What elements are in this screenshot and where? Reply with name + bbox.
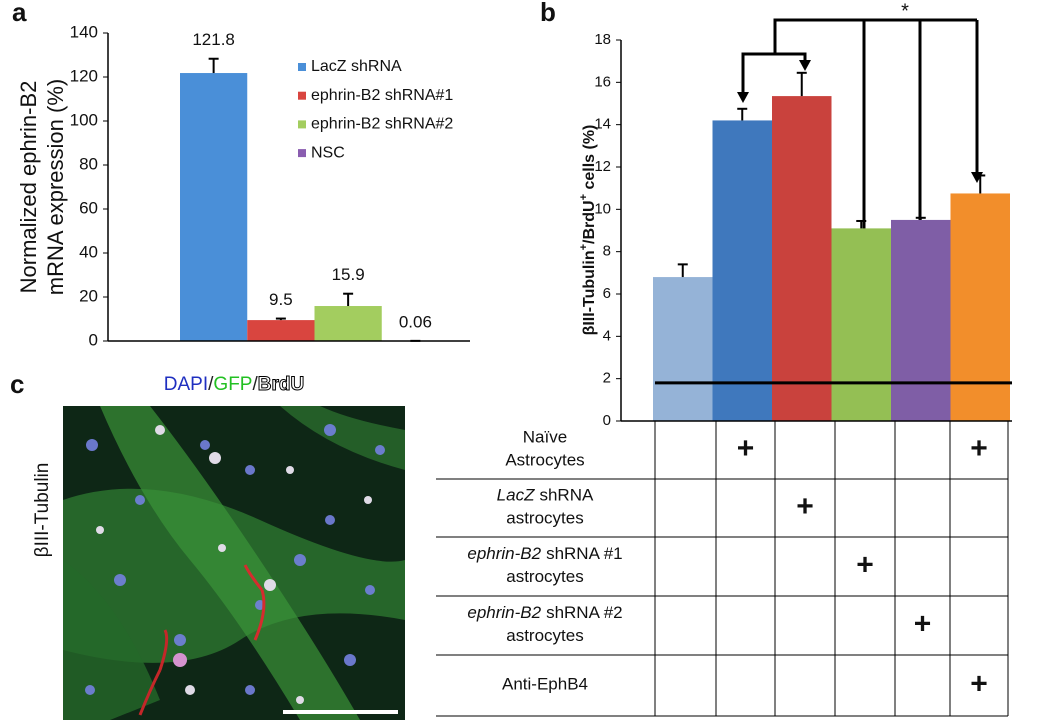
y-tick-label: 6 — [603, 285, 611, 302]
row-label-text: Astrocytes — [505, 451, 584, 470]
label-part: βIII-Tubulin — [581, 250, 598, 335]
table-mark: + — [970, 432, 988, 465]
error-bar — [856, 219, 867, 229]
micrograph — [63, 406, 405, 720]
bar — [772, 96, 832, 421]
table-mark: + — [796, 490, 814, 523]
annotation: * — [901, 0, 909, 22]
y-axis-label: mRNA expression (%) — [43, 79, 68, 295]
error-bar — [915, 216, 926, 220]
legend-label: NSC — [311, 144, 345, 161]
bar — [314, 306, 382, 341]
row-label-text: Anti-EphB4 — [502, 675, 588, 694]
legend-label: ephrin-B2 shRNA#1 — [311, 87, 453, 104]
y-tick-label: 0 — [603, 412, 611, 429]
bar — [891, 219, 951, 421]
row-label-text: astrocytes — [506, 626, 583, 645]
legend-label: ephrin-B2 shRNA#2 — [311, 116, 453, 133]
value-label: 15.9 — [332, 265, 365, 284]
y-tick-label: 20 — [79, 286, 98, 305]
table-mark: + — [856, 548, 874, 581]
panel-label: b — [540, 0, 556, 27]
row-label: astrocytes — [506, 567, 583, 586]
error-bar — [275, 317, 286, 321]
error-bar — [737, 107, 748, 121]
superscript: + — [578, 194, 590, 200]
row-label-text: shRNA #2 — [546, 603, 623, 622]
y-tick-label: 4 — [603, 327, 611, 344]
legend-swatch — [298, 91, 306, 100]
stain-label: DAPI/GFP/BrdU — [164, 374, 304, 395]
y-tick-label: 8 — [603, 243, 611, 260]
y-tick-label: 0 — [89, 330, 98, 349]
y-tick-label: 10 — [594, 200, 611, 217]
y-axis-label: Normalized ephrin-B2 — [16, 81, 41, 294]
table-mark: + — [737, 432, 755, 465]
value-label: 9.5 — [269, 290, 293, 309]
error-bar — [975, 174, 986, 194]
y-tick-label: 100 — [70, 110, 98, 129]
y-tick-label: 12 — [594, 158, 611, 175]
legend-swatch — [298, 149, 306, 158]
y-tick-label: 40 — [79, 242, 98, 261]
row-label: ephrin-B2 shRNA #1 — [467, 544, 622, 563]
y-tick-label: 60 — [79, 198, 98, 217]
row-label: Astrocytes — [505, 451, 584, 470]
row-label: Naïve — [523, 428, 567, 447]
y-tick-label: 120 — [70, 66, 98, 85]
row-label: astrocytes — [506, 626, 583, 645]
row-label: LacZ shRNA — [497, 486, 594, 505]
error-bar — [208, 57, 219, 74]
legend-label: LacZ shRNA — [311, 58, 402, 75]
stain-brdu: BrdU — [258, 374, 304, 395]
row-label-italic: LacZ — [497, 486, 535, 505]
error-bar — [343, 292, 354, 307]
row-label-text: astrocytes — [506, 567, 583, 586]
bar — [831, 228, 891, 421]
row-label-text: astrocytes — [506, 509, 583, 528]
bar — [712, 120, 772, 421]
table-mark: + — [970, 667, 988, 700]
superscript: + — [578, 244, 590, 250]
label-part: /BrdU — [581, 200, 598, 244]
row-label: Anti-EphB4 — [502, 675, 588, 694]
y-tick-label: 80 — [79, 154, 98, 173]
bar — [180, 73, 248, 341]
side-label: βIII-Tubulin — [32, 463, 53, 558]
significance-brackets — [741, 18, 979, 250]
y-tick-label: 14 — [594, 116, 611, 133]
row-label-text: shRNA — [539, 486, 594, 505]
table-mark: + — [914, 607, 932, 640]
label-part: cells (%) — [581, 125, 598, 194]
row-label: ephrin-B2 shRNA #2 — [467, 603, 622, 622]
error-bar — [796, 71, 807, 97]
y-tick-label: 2 — [603, 370, 611, 387]
value-label: 0.06 — [399, 312, 432, 331]
value-label: 121.8 — [192, 30, 235, 49]
row-label-italic: ephrin-B2 — [467, 603, 541, 622]
panel-label: c — [10, 369, 24, 399]
stain-slash: / — [208, 374, 214, 395]
error-bar — [677, 263, 688, 278]
y-tick-label: 16 — [594, 73, 611, 90]
row-label-text: Naïve — [523, 428, 567, 447]
stain-dapi: DAPI — [164, 374, 208, 395]
stain-gfp: GFP — [213, 374, 252, 395]
legend-swatch — [298, 120, 306, 129]
bar — [653, 277, 713, 421]
y-axis-label: βIII-Tubulin+/BrdU+ cells (%) — [578, 125, 598, 336]
row-label: astrocytes — [506, 509, 583, 528]
panel-label: a — [12, 0, 27, 27]
stain-slash: / — [252, 374, 258, 395]
row-label-text: shRNA #1 — [546, 544, 623, 563]
row-label-italic: ephrin-B2 — [467, 544, 541, 563]
legend-swatch — [298, 63, 306, 71]
y-tick-label: 18 — [594, 31, 611, 48]
bar — [950, 193, 1010, 421]
y-tick-label: 140 — [70, 22, 98, 41]
bar — [247, 320, 315, 341]
